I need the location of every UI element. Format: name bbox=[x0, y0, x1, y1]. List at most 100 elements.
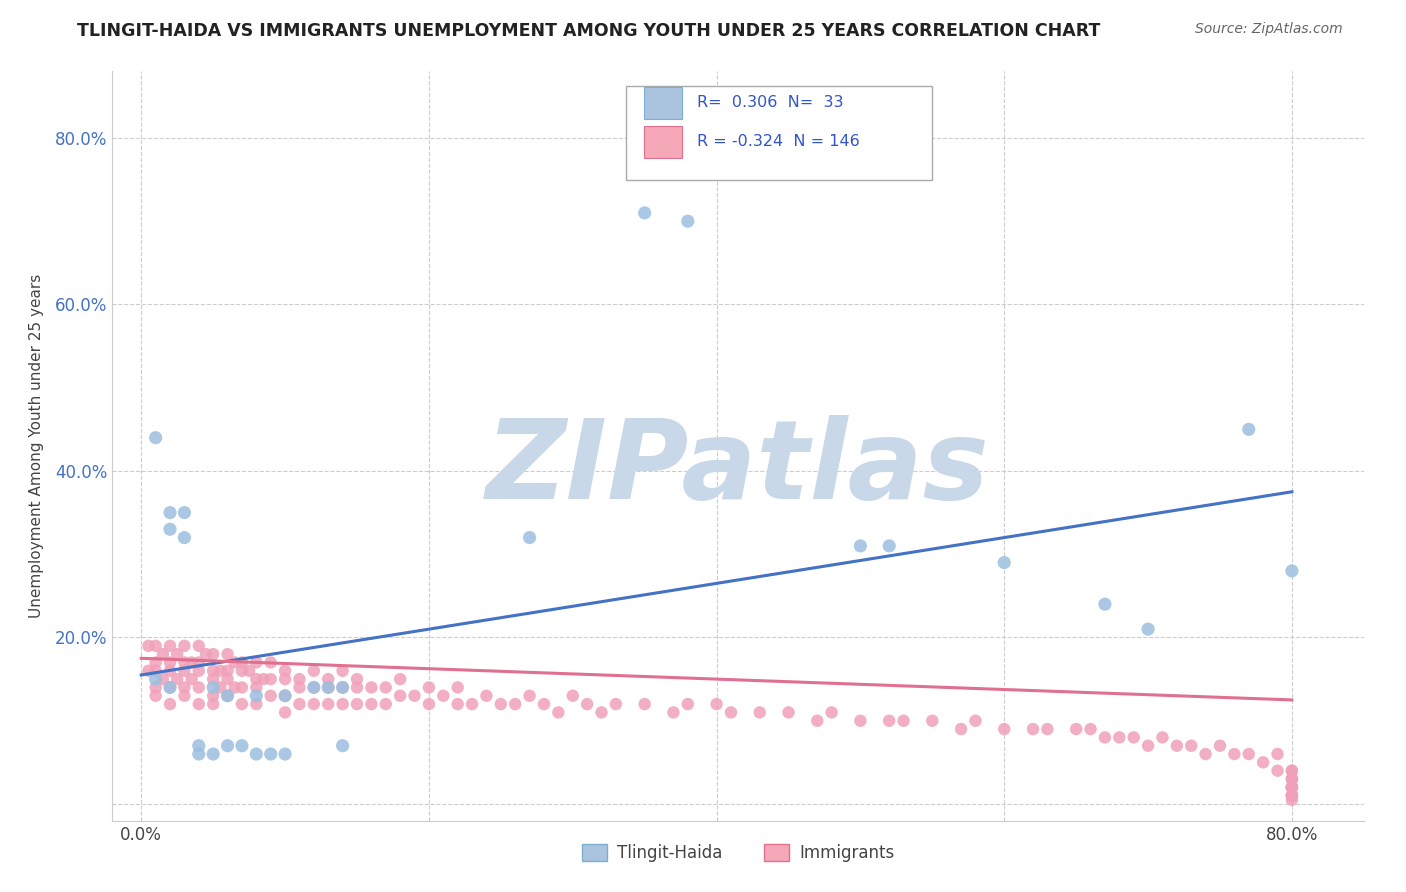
Point bbox=[209, 664, 232, 678]
Point bbox=[389, 672, 412, 686]
Point bbox=[231, 656, 253, 670]
Point bbox=[1281, 789, 1303, 803]
Point bbox=[152, 672, 174, 686]
Point bbox=[145, 672, 167, 686]
Point bbox=[1281, 772, 1303, 786]
Point bbox=[231, 681, 253, 695]
Point bbox=[993, 722, 1015, 736]
Point bbox=[332, 697, 354, 711]
Point bbox=[461, 697, 484, 711]
Point bbox=[274, 689, 297, 703]
Text: R=  0.306  N=  33: R= 0.306 N= 33 bbox=[697, 95, 844, 111]
Point bbox=[202, 747, 225, 761]
Text: ZIPatlas: ZIPatlas bbox=[486, 415, 990, 522]
Point bbox=[503, 697, 526, 711]
Text: TLINGIT-HAIDA VS IMMIGRANTS UNEMPLOYMENT AMONG YOUTH UNDER 25 YEARS CORRELATION : TLINGIT-HAIDA VS IMMIGRANTS UNEMPLOYMENT… bbox=[77, 22, 1101, 40]
Point bbox=[489, 697, 512, 711]
Point bbox=[187, 697, 209, 711]
Point bbox=[180, 672, 202, 686]
Point bbox=[260, 672, 283, 686]
Point bbox=[252, 672, 274, 686]
Point bbox=[202, 664, 225, 678]
Point bbox=[676, 697, 699, 711]
Point bbox=[346, 697, 368, 711]
Point bbox=[231, 739, 253, 753]
Point bbox=[921, 714, 943, 728]
Point bbox=[1237, 747, 1260, 761]
Point bbox=[260, 656, 283, 670]
Point bbox=[224, 656, 246, 670]
Point bbox=[993, 556, 1015, 570]
Point bbox=[561, 689, 583, 703]
Point bbox=[1281, 780, 1303, 795]
Point bbox=[605, 697, 627, 711]
Point bbox=[173, 656, 195, 670]
Point bbox=[1137, 622, 1160, 636]
Point bbox=[288, 697, 311, 711]
Point bbox=[1180, 739, 1202, 753]
Point bbox=[187, 681, 209, 695]
Point bbox=[1267, 747, 1289, 761]
Point bbox=[706, 697, 728, 711]
Point bbox=[1281, 772, 1303, 786]
Point bbox=[180, 656, 202, 670]
Point bbox=[1281, 789, 1303, 803]
Point bbox=[316, 672, 339, 686]
Point bbox=[274, 747, 297, 761]
Point bbox=[418, 697, 440, 711]
Point bbox=[1022, 722, 1045, 736]
Point bbox=[1281, 780, 1303, 795]
Text: R = -0.324  N = 146: R = -0.324 N = 146 bbox=[697, 135, 859, 149]
Point bbox=[475, 689, 498, 703]
Point bbox=[332, 681, 354, 695]
Point bbox=[1281, 780, 1303, 795]
Text: Source: ZipAtlas.com: Source: ZipAtlas.com bbox=[1195, 22, 1343, 37]
FancyBboxPatch shape bbox=[626, 87, 932, 180]
Point bbox=[274, 672, 297, 686]
Point bbox=[274, 706, 297, 720]
Point bbox=[166, 672, 188, 686]
Point bbox=[1194, 747, 1216, 761]
Point bbox=[238, 664, 260, 678]
Point bbox=[1137, 739, 1160, 753]
Point bbox=[187, 664, 209, 678]
Point bbox=[245, 681, 267, 695]
Point bbox=[159, 506, 181, 520]
Point bbox=[173, 531, 195, 545]
Point bbox=[159, 681, 181, 695]
Point bbox=[245, 689, 267, 703]
Point bbox=[877, 714, 900, 728]
Point bbox=[1237, 422, 1260, 436]
Point bbox=[187, 747, 209, 761]
Point bbox=[145, 639, 167, 653]
Point bbox=[849, 714, 872, 728]
Point bbox=[1281, 780, 1303, 795]
Point bbox=[676, 214, 699, 228]
Point bbox=[288, 672, 311, 686]
Point bbox=[547, 706, 569, 720]
Point bbox=[634, 697, 657, 711]
Point bbox=[1094, 731, 1116, 745]
Point bbox=[145, 431, 167, 445]
Point bbox=[1064, 722, 1087, 736]
Point bbox=[217, 647, 239, 661]
Point bbox=[418, 681, 440, 695]
Point bbox=[1281, 780, 1303, 795]
Point bbox=[138, 664, 160, 678]
Point bbox=[1281, 764, 1303, 778]
Point bbox=[1281, 789, 1303, 803]
Point bbox=[202, 697, 225, 711]
Point bbox=[217, 664, 239, 678]
FancyBboxPatch shape bbox=[644, 87, 682, 119]
Point bbox=[591, 706, 613, 720]
Point bbox=[778, 706, 800, 720]
Point bbox=[173, 639, 195, 653]
Point bbox=[152, 647, 174, 661]
Point bbox=[224, 681, 246, 695]
Point bbox=[360, 697, 382, 711]
Point bbox=[231, 664, 253, 678]
Point bbox=[173, 506, 195, 520]
Point bbox=[202, 672, 225, 686]
Point bbox=[346, 681, 368, 695]
Point bbox=[231, 697, 253, 711]
